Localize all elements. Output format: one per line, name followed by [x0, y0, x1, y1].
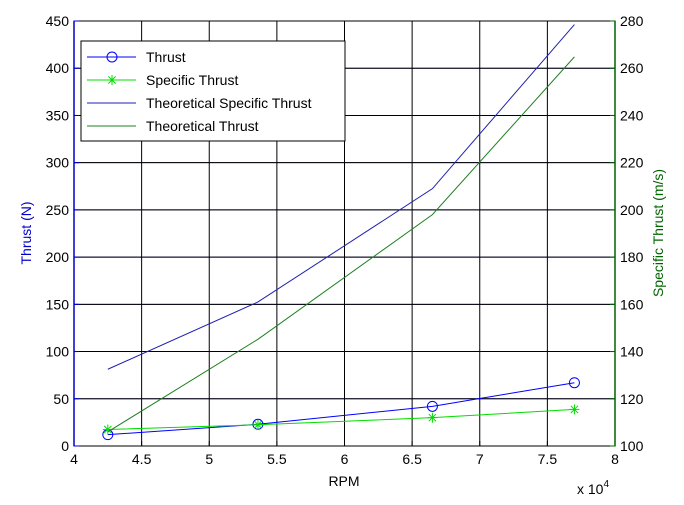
y-right-tick-label-9: 280: [620, 13, 644, 29]
x-tick-label-6: 7: [476, 451, 484, 467]
legend-entry-theoretical-thrust: Theoretical Thrust: [87, 118, 259, 134]
series-specific-thrust: [102, 404, 580, 435]
y-left-tick-label-0: 0: [61, 438, 69, 454]
series-theoretical-thrust: [107, 56, 575, 433]
y-left-tick-label-8: 400: [46, 60, 70, 76]
y-right-tick-label-5: 200: [620, 202, 644, 218]
legend: Thrust Specific Thrust Theoretical Specifi…: [80, 40, 346, 142]
legend-entry-thrust: Thrust: [87, 49, 186, 65]
series-theoretical-specific-thrust: [107, 24, 575, 370]
legend-entry-theoretical-specific-thrust: Theoretical Specific Thrust: [87, 95, 312, 111]
y-right-tick-label-4: 180: [620, 249, 644, 265]
x-tick-label-1: 4.5: [132, 451, 152, 467]
y-left-tick-label-7: 350: [46, 107, 70, 123]
y-right-tick-label-8: 260: [620, 60, 644, 76]
y-left-tick-label-3: 150: [46, 296, 70, 312]
series-line-theoretical-thrust: [107, 56, 575, 433]
legend-marker-thrust: [106, 51, 118, 63]
series-line-theoretical-specific-thrust: [107, 24, 575, 370]
legend-box: [80, 40, 346, 142]
y-right-tick-label-1: 120: [620, 391, 644, 407]
legend-entry-specific-thrust: Specific Thrust: [87, 72, 238, 88]
y-right-tick-label-3: 160: [620, 296, 644, 312]
x-tick-label-2: 5: [205, 451, 213, 467]
y-axis-right-title: Specific Thrust (m/s): [650, 169, 666, 297]
series-line-thrust: [107, 382, 575, 436]
x-tick-label-7: 7.5: [538, 451, 558, 467]
data-point-specific-thrust-1: [252, 419, 263, 430]
y-left-tick-label-4: 200: [46, 249, 70, 265]
x-tick-label-0: 4: [70, 451, 78, 467]
legend-label-theoretical-thrust: Theoretical Thrust: [146, 118, 259, 134]
data-point-thrust-2: [426, 400, 438, 412]
y-left-tick-label-5: 250: [46, 202, 70, 218]
legend-entries: Thrust Specific Thrust Theoretical Specifi…: [87, 49, 312, 134]
axes: 4 4.5 5 5.5 6 6.5 7 7.5 8 0 50 100 150 200 250 300 350 40…: [46, 13, 644, 467]
x-tick-label-3: 5.5: [267, 451, 287, 467]
y-right-tick-label-2: 140: [620, 344, 644, 360]
x-tick-label-4: 6: [341, 451, 349, 467]
x-axis-title: RPM: [328, 473, 359, 489]
data-point-thrust-3: [568, 377, 580, 389]
series-line-specific-thrust: [107, 408, 575, 430]
legend-label-theoretical-specific-thrust: Theoretical Specific Thrust: [146, 95, 312, 111]
y-left-tick-label-2: 100: [46, 344, 70, 360]
y-right-tick-label-6: 220: [620, 155, 644, 171]
series-layer: [102, 24, 580, 441]
y-left-tick-label-1: 50: [53, 391, 69, 407]
data-point-specific-thrust-3: [569, 404, 580, 415]
x-tick-label-5: 6.5: [402, 451, 422, 467]
y-axis-left-title: Thrust (N): [18, 202, 34, 265]
y-right-tick-label-0: 100: [620, 438, 644, 454]
y-left-tick-label-9: 450: [46, 13, 70, 29]
x-axis-multiplier: x 104: [577, 479, 609, 497]
legend-label-thrust: Thrust: [146, 49, 186, 65]
legend-marker-specific-thrust: [107, 75, 117, 85]
x-axis-multiplier-exponent: 4: [603, 479, 609, 490]
y-left-tick-label-6: 300: [46, 155, 70, 171]
y-right-tick-label-7: 240: [620, 107, 644, 123]
x-tick-label-8: 8: [611, 451, 619, 467]
x-axis-multiplier-base: x 10: [577, 481, 604, 497]
legend-label-specific-thrust: Specific Thrust: [146, 72, 238, 88]
data-point-specific-thrust-2: [427, 412, 438, 423]
